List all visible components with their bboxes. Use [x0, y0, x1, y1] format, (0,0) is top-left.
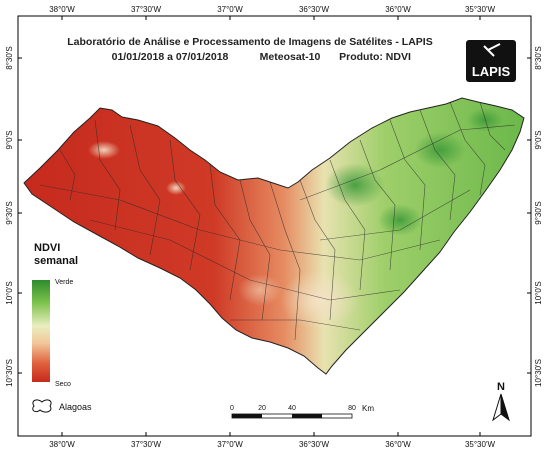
bottom-lon-label: 35°30'W [465, 440, 496, 449]
header-product: Produto: NDVI [339, 51, 411, 63]
right-lat-label: 10°30'S [534, 359, 543, 387]
satellite-icon [483, 43, 501, 57]
north-arrow-icon: N [492, 381, 510, 422]
bottom-lon-label: 36°0'W [385, 440, 411, 449]
scale-tick-20: 20 [258, 405, 266, 412]
right-lat-label: 9°30'S [534, 201, 543, 224]
scale-tick-40: 40 [288, 405, 296, 412]
header-satellite: Meteosat-10 [260, 51, 321, 63]
ndvi-legend: NDVI semanal Verde Seco Alagoas [32, 242, 92, 413]
bottom-lon-label: 37°0'W [217, 440, 243, 449]
legend-title-2: semanal [34, 255, 78, 267]
svg-text:N: N [497, 381, 505, 393]
scale-bar: 0 20 40 80 Km [230, 404, 374, 419]
top-lon-label: 38°0'W [49, 5, 75, 14]
right-lat-label: 10°0'S [534, 281, 543, 304]
scale-tick-80: 80 [348, 405, 356, 412]
alagoas-ndvi-map [23, 97, 525, 375]
bottom-lon-label: 36°30'W [299, 440, 330, 449]
left-lat-label: 9°0'S [5, 131, 14, 150]
left-lat-label: 8°30'S [5, 46, 14, 69]
legend-low-label: Seco [55, 381, 71, 388]
right-lat-label: 9°0'S [534, 131, 543, 150]
right-lat-label: 8°30'S [534, 46, 543, 69]
bottom-lon-label: 37°30'W [131, 440, 162, 449]
top-lon-label: 36°0'W [385, 5, 411, 14]
lapis-logo: LAPIS [466, 40, 516, 82]
left-lat-label: 10°0'S [5, 281, 14, 304]
header-period: 01/01/2018 a 07/01/2018 [112, 51, 229, 63]
legend-title-1: NDVI [34, 242, 60, 254]
legend-area-label: Alagoas [59, 402, 92, 412]
header-title: Laboratório de Análise e Processamento d… [67, 36, 432, 48]
left-lat-label: 10°30'S [5, 359, 14, 387]
legend-color-ramp [32, 280, 50, 382]
bottom-lon-label: 38°0'W [49, 440, 75, 449]
alagoas-outline-icon [32, 399, 52, 413]
scale-unit: Km [362, 404, 374, 413]
graticule-ticks [18, 16, 531, 436]
top-lon-label: 36°30'W [299, 5, 330, 14]
svg-text:LAPIS: LAPIS [472, 64, 511, 79]
top-lon-label: 37°0'W [217, 5, 243, 14]
top-lon-label: 37°30'W [131, 5, 162, 14]
top-lon-label: 35°30'W [465, 5, 496, 14]
left-lat-label: 9°30'S [5, 201, 14, 224]
scale-tick-0: 0 [230, 405, 234, 412]
legend-high-label: Verde [55, 279, 73, 286]
